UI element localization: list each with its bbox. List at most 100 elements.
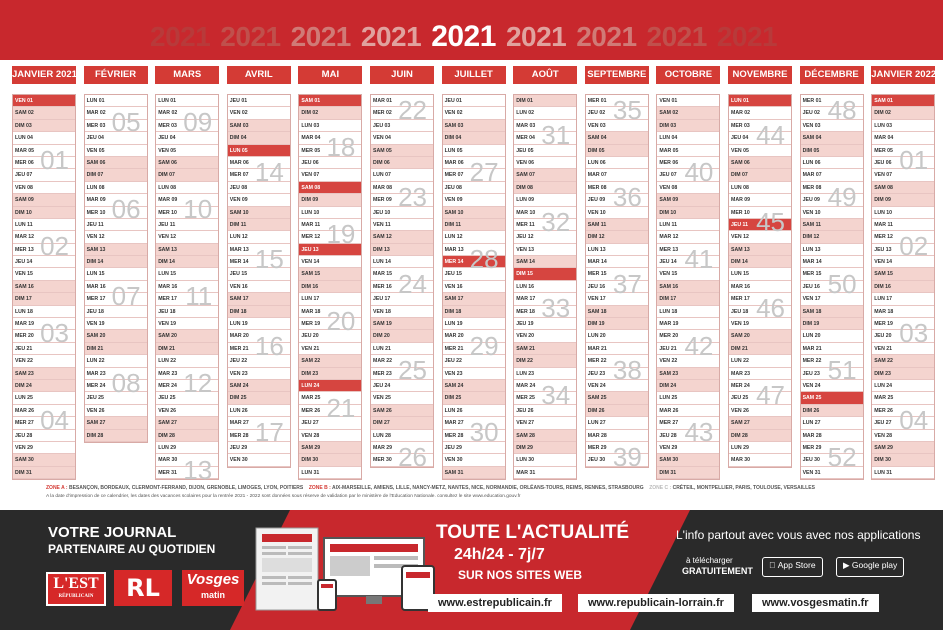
day-cell[interactable]: MER 06 [657,157,720,170]
day-cell[interactable]: MAR 09 [84,194,147,207]
day-cell[interactable]: JEU 04 [729,132,791,145]
day-cell[interactable]: MAR 16 [729,281,791,294]
day-cell[interactable]: LUN 27 [585,417,648,430]
day-cell[interactable]: VEN 08 [13,182,75,195]
day-cell[interactable]: SAM 21 [514,342,577,356]
day-cell[interactable]: MAR 26 [657,405,720,418]
day-cell[interactable]: SAM 10 [227,206,290,219]
day-cell[interactable]: SAM 07 [514,169,577,182]
day-cell[interactable]: MAR 21 [585,343,648,356]
day-cell[interactable]: MER 27 [13,417,75,430]
day-cell[interactable]: SAM 27 [729,417,791,430]
day-cell[interactable]: MAR 19 [657,318,720,331]
day-cell[interactable]: MAR 19 [13,318,75,331]
day-cell[interactable]: SAM 30 [657,454,720,467]
day-cell[interactable]: DIM 23 [872,367,935,380]
day-cell[interactable]: DIM 19 [585,318,648,331]
day-cell[interactable]: SAM 30 [13,454,75,467]
day-cell[interactable]: SAM 08 [299,181,362,195]
day-cell[interactable]: VEN 14 [299,256,362,269]
day-cell[interactable]: JEU 29 [442,442,505,455]
day-cell[interactable]: DIM 05 [800,144,863,157]
day-cell[interactable]: MAR 27 [442,417,505,430]
day-cell[interactable]: JEU 02 [585,107,648,120]
day-cell[interactable]: MER 07 [442,169,505,182]
day-cell[interactable]: SAM 23 [657,367,720,380]
day-cell[interactable]: MER 03 [84,120,147,133]
day-cell[interactable]: LUN 20 [585,330,648,343]
day-cell[interactable]: MER 14 [227,256,290,269]
day-cell[interactable]: MER 20 [657,330,720,343]
day-cell[interactable]: LUN 11 [13,219,75,232]
day-cell[interactable]: MER 06 [13,157,75,170]
day-cell[interactable]: MER 08 [800,182,863,195]
day-cell[interactable]: MAR 15 [371,268,433,281]
day-cell[interactable]: LUN 23 [514,368,577,380]
day-cell[interactable]: LUN 19 [227,318,290,331]
day-cell[interactable]: SAM 02 [657,107,720,120]
day-cell[interactable]: JEU 16 [800,281,863,294]
day-cell[interactable]: MER 24 [84,380,147,393]
day-cell[interactable]: VEN 17 [800,293,863,306]
day-cell[interactable]: JEU 24 [371,380,433,393]
day-cell[interactable]: SAM 03 [227,119,290,133]
day-cell[interactable]: MAR 30 [156,454,219,467]
day-cell[interactable]: SAM 11 [585,218,648,232]
day-cell[interactable]: LUN 22 [729,355,791,368]
day-cell[interactable]: MER 24 [729,380,791,393]
day-cell[interactable]: VEN 30 [227,454,290,467]
day-cell[interactable]: LUN 28 [371,430,433,442]
republicain-lorrain-logo[interactable]: RL [114,570,172,606]
day-cell[interactable]: DIM 28 [729,429,791,442]
day-cell[interactable]: DIM 21 [156,342,219,356]
day-cell[interactable]: MER 25 [514,392,577,405]
day-cell[interactable]: MER 29 [585,442,648,455]
day-cell[interactable]: DIM 18 [442,305,505,319]
day-cell[interactable]: JEU 11 [156,219,219,232]
day-cell[interactable]: VEN 23 [442,368,505,380]
day-cell[interactable]: VEN 09 [227,194,290,207]
day-cell[interactable]: JEU 03 [371,120,433,133]
day-cell[interactable]: DIM 28 [156,429,219,442]
day-cell[interactable]: LUN 26 [227,405,290,418]
day-cell[interactable]: LUN 05 [442,145,505,157]
day-cell[interactable]: LUN 19 [442,318,505,331]
day-cell[interactable]: VEN 26 [84,405,147,418]
day-cell[interactable]: MER 24 [156,380,219,393]
day-cell[interactable]: SAM 13 [156,243,219,257]
day-cell[interactable]: LUN 14 [371,256,433,269]
day-cell[interactable]: MER 19 [299,318,362,331]
day-cell[interactable]: JEU 10 [371,207,433,219]
day-cell[interactable]: JEU 19 [514,318,577,331]
day-cell[interactable]: MAR 02 [84,107,147,120]
day-cell[interactable]: JEU 01 [442,95,505,108]
day-cell[interactable]: MAR 25 [872,392,935,405]
day-cell[interactable]: MER 28 [227,430,290,442]
day-cell[interactable]: VEN 22 [13,355,75,368]
day-cell[interactable]: SAM 25 [800,392,863,405]
day-cell[interactable]: SAM 18 [800,305,863,319]
day-cell[interactable]: JEU 25 [729,392,791,405]
day-cell[interactable]: SAM 17 [227,293,290,306]
day-cell[interactable]: VEN 11 [371,219,433,232]
day-cell[interactable]: LUN 08 [156,182,219,195]
day-cell[interactable]: MAR 20 [227,330,290,343]
day-cell[interactable]: VEN 01 [657,95,720,108]
day-cell[interactable]: VEN 02 [227,107,290,120]
url-estrepublicain[interactable]: www.estrepublicain.fr [428,594,562,612]
day-cell[interactable]: LUN 04 [657,132,720,145]
day-cell[interactable]: VEN 08 [657,182,720,195]
day-cell[interactable]: JEU 28 [657,430,720,442]
url-vosgesmatin[interactable]: www.vosgesmatin.fr [752,594,879,612]
day-cell[interactable]: MER 10 [156,207,219,219]
day-cell[interactable]: MER 11 [514,219,577,232]
day-cell[interactable]: LUN 25 [657,392,720,405]
day-cell[interactable]: DIM 09 [872,194,935,207]
day-cell[interactable]: MAR 03 [514,120,577,133]
day-cell[interactable]: MAR 04 [872,132,935,145]
day-cell[interactable]: MER 01 [800,95,863,108]
day-cell[interactable]: LUN 31 [872,467,935,480]
day-cell[interactable]: LUN 21 [371,343,433,356]
day-cell[interactable]: SAM 17 [442,293,505,306]
day-cell[interactable]: MAR 23 [729,368,791,380]
